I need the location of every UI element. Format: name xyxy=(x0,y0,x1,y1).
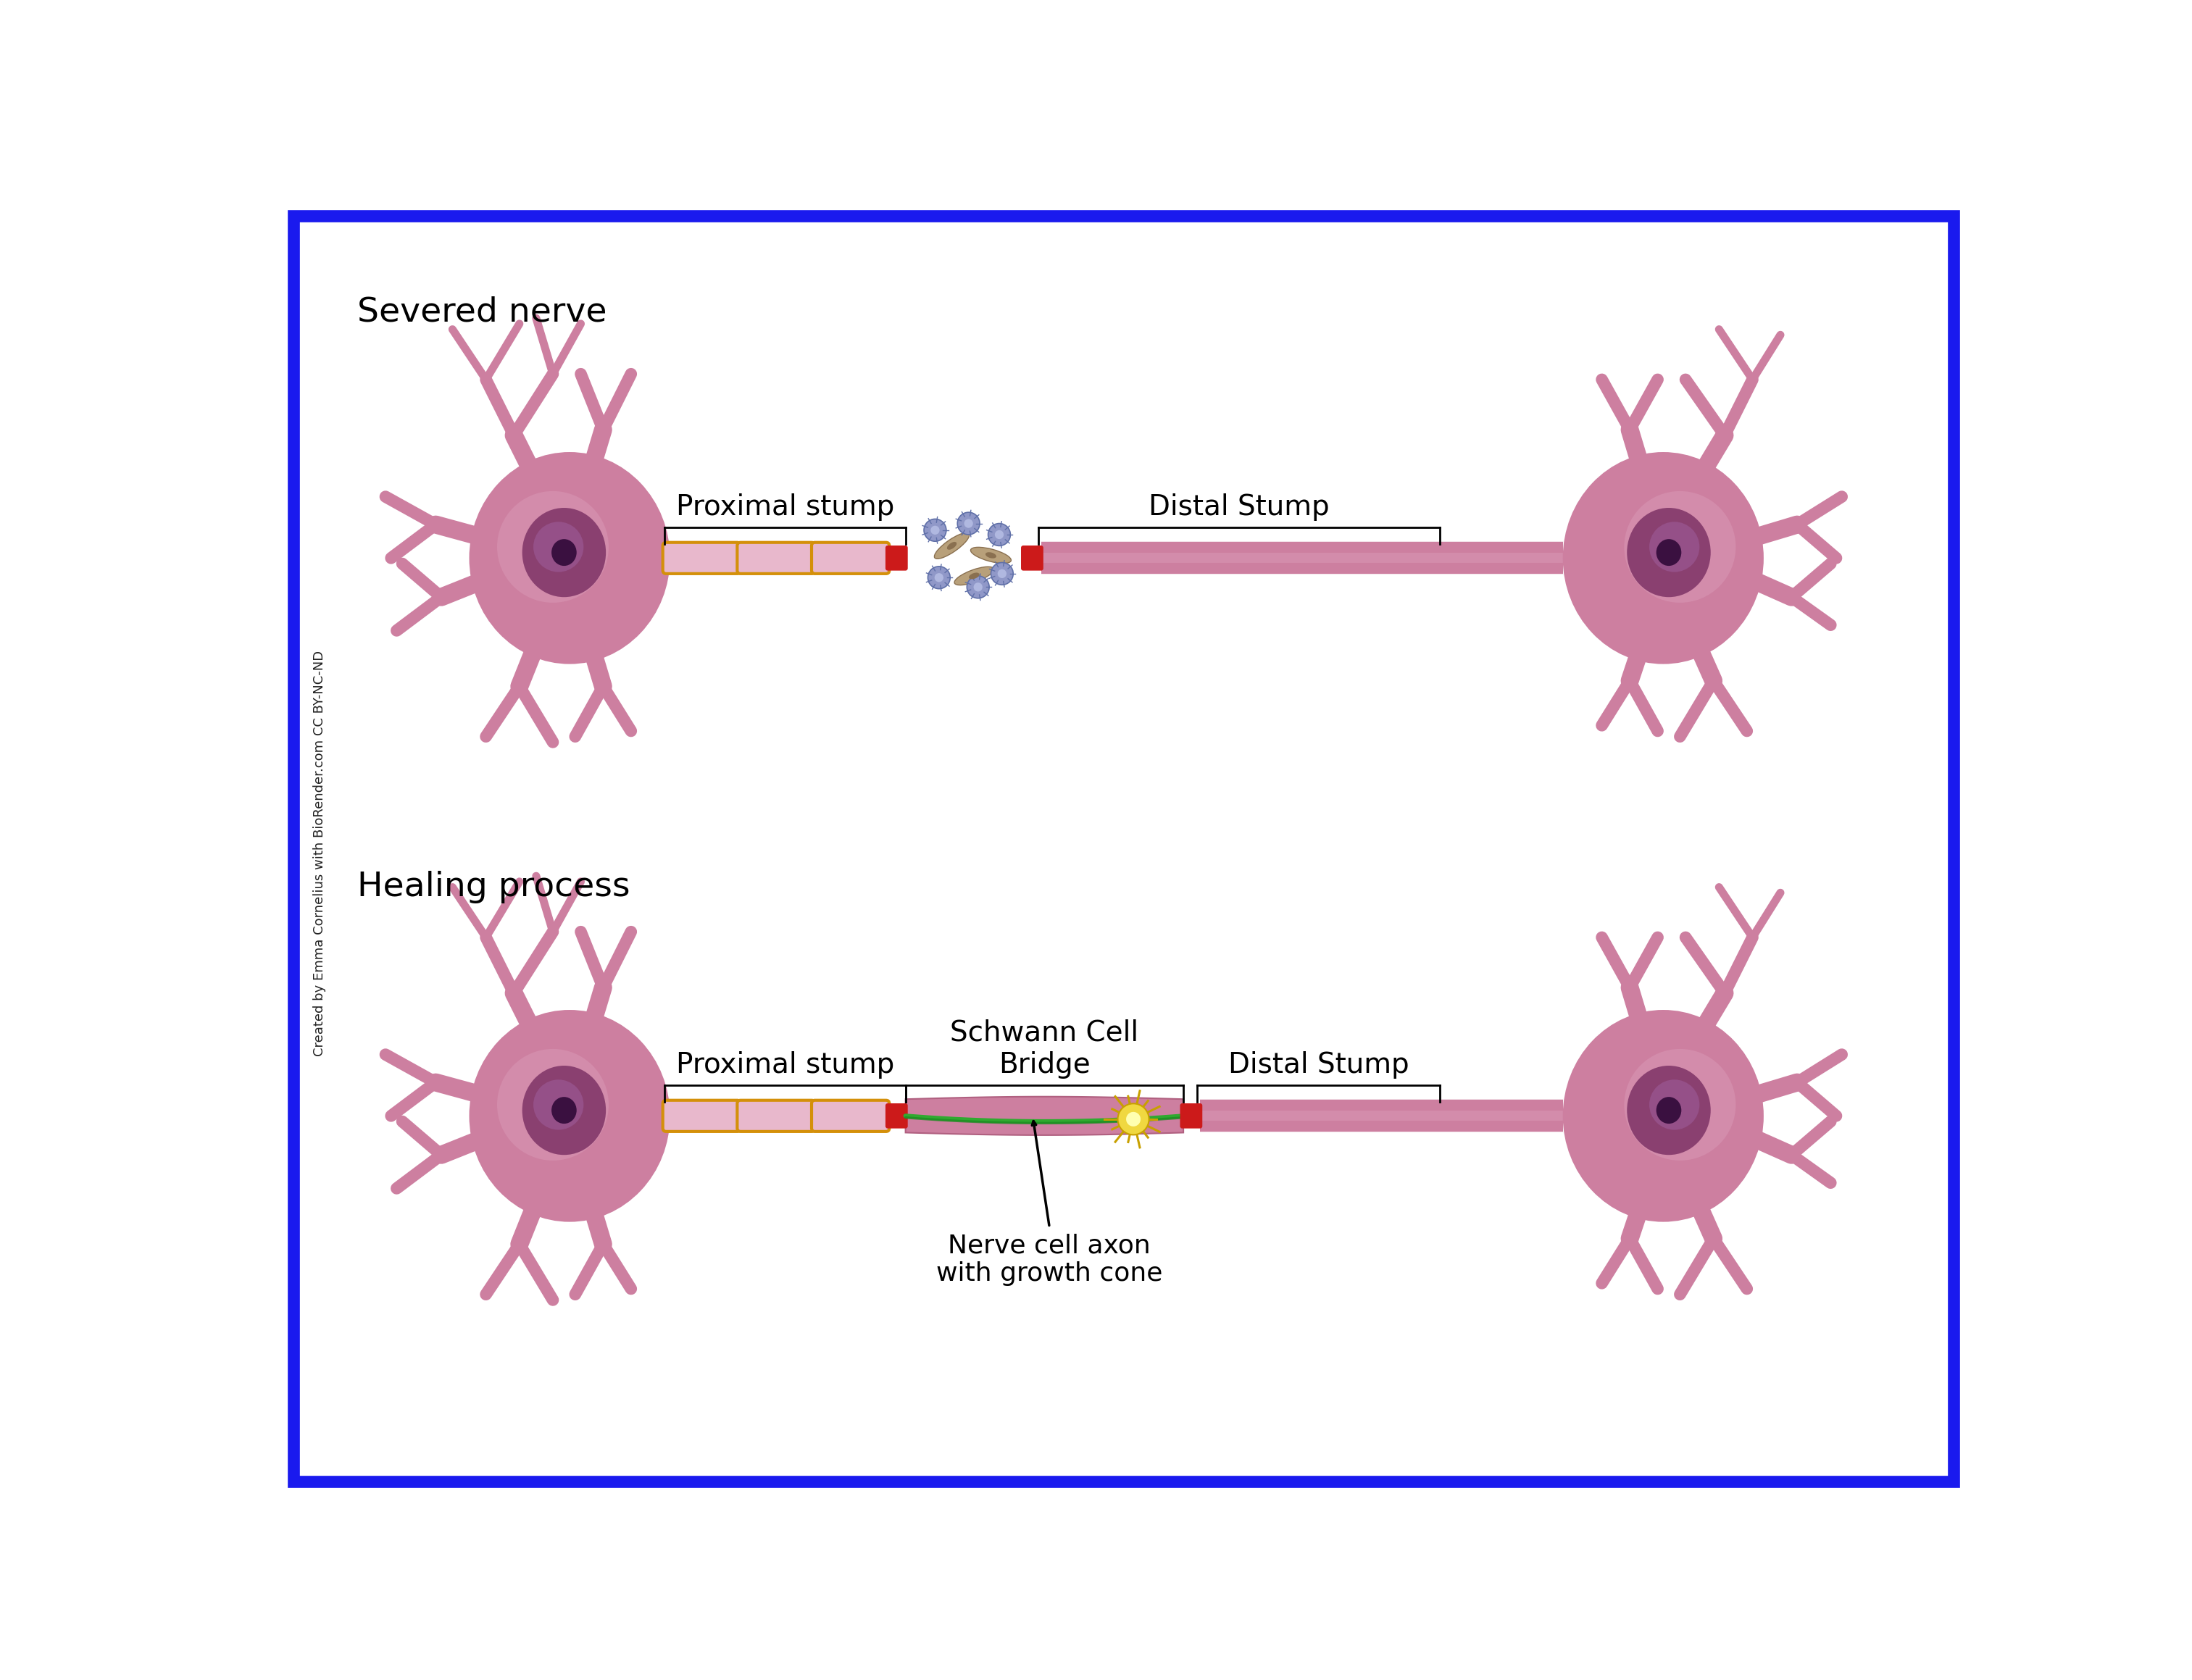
Circle shape xyxy=(967,576,989,598)
FancyBboxPatch shape xyxy=(664,1102,888,1131)
Ellipse shape xyxy=(1626,1065,1710,1154)
FancyBboxPatch shape xyxy=(737,1100,815,1132)
Ellipse shape xyxy=(469,452,671,664)
Text: Healing process: Healing process xyxy=(357,870,631,904)
Circle shape xyxy=(958,512,980,534)
FancyBboxPatch shape xyxy=(1179,1104,1203,1129)
Circle shape xyxy=(925,519,947,541)
FancyBboxPatch shape xyxy=(664,543,888,573)
Ellipse shape xyxy=(1563,1010,1765,1221)
Circle shape xyxy=(1118,1104,1149,1134)
Ellipse shape xyxy=(1626,507,1710,596)
Text: Proximal stump: Proximal stump xyxy=(675,1052,894,1079)
Ellipse shape xyxy=(986,553,997,558)
Text: Severed nerve: Severed nerve xyxy=(357,296,607,329)
FancyBboxPatch shape xyxy=(886,1104,907,1129)
Ellipse shape xyxy=(1648,522,1699,571)
Ellipse shape xyxy=(522,1065,605,1154)
Circle shape xyxy=(997,570,1006,578)
Circle shape xyxy=(927,566,949,588)
Text: Created by Emma Cornelius with BioRender.com CC BY-NC-ND: Created by Emma Cornelius with BioRender… xyxy=(313,650,327,1057)
Ellipse shape xyxy=(498,1048,609,1161)
Ellipse shape xyxy=(533,522,583,571)
FancyBboxPatch shape xyxy=(1021,546,1043,571)
Ellipse shape xyxy=(552,539,576,566)
Ellipse shape xyxy=(971,548,1011,563)
Polygon shape xyxy=(905,1097,1184,1136)
Circle shape xyxy=(1127,1112,1140,1126)
FancyBboxPatch shape xyxy=(662,543,741,573)
Text: Distal Stump: Distal Stump xyxy=(1149,494,1331,521)
Ellipse shape xyxy=(1624,1048,1736,1161)
Circle shape xyxy=(991,563,1013,585)
Ellipse shape xyxy=(552,1097,576,1124)
Ellipse shape xyxy=(522,507,605,596)
Ellipse shape xyxy=(947,543,956,549)
FancyBboxPatch shape xyxy=(662,1100,741,1132)
FancyBboxPatch shape xyxy=(886,546,907,571)
Text: Schwann Cell
Bridge: Schwann Cell Bridge xyxy=(949,1020,1138,1079)
Ellipse shape xyxy=(469,1010,671,1221)
Circle shape xyxy=(995,531,1004,539)
Ellipse shape xyxy=(1563,452,1765,664)
FancyBboxPatch shape xyxy=(811,1100,890,1132)
Ellipse shape xyxy=(533,1080,583,1131)
Ellipse shape xyxy=(1624,491,1736,603)
Circle shape xyxy=(934,573,943,581)
FancyBboxPatch shape xyxy=(811,543,890,573)
Circle shape xyxy=(932,526,940,534)
Ellipse shape xyxy=(1657,539,1681,566)
Circle shape xyxy=(964,519,973,528)
Text: Proximal stump: Proximal stump xyxy=(675,494,894,521)
Circle shape xyxy=(989,524,1011,546)
FancyBboxPatch shape xyxy=(737,543,815,573)
Ellipse shape xyxy=(954,566,993,585)
Ellipse shape xyxy=(934,533,969,559)
Text: Nerve cell axon
with growth cone: Nerve cell axon with growth cone xyxy=(936,1233,1162,1287)
Ellipse shape xyxy=(969,573,980,580)
Ellipse shape xyxy=(1657,1097,1681,1124)
Text: Distal Stump: Distal Stump xyxy=(1228,1052,1409,1079)
Ellipse shape xyxy=(498,491,609,603)
Circle shape xyxy=(973,583,982,591)
Ellipse shape xyxy=(1648,1080,1699,1131)
